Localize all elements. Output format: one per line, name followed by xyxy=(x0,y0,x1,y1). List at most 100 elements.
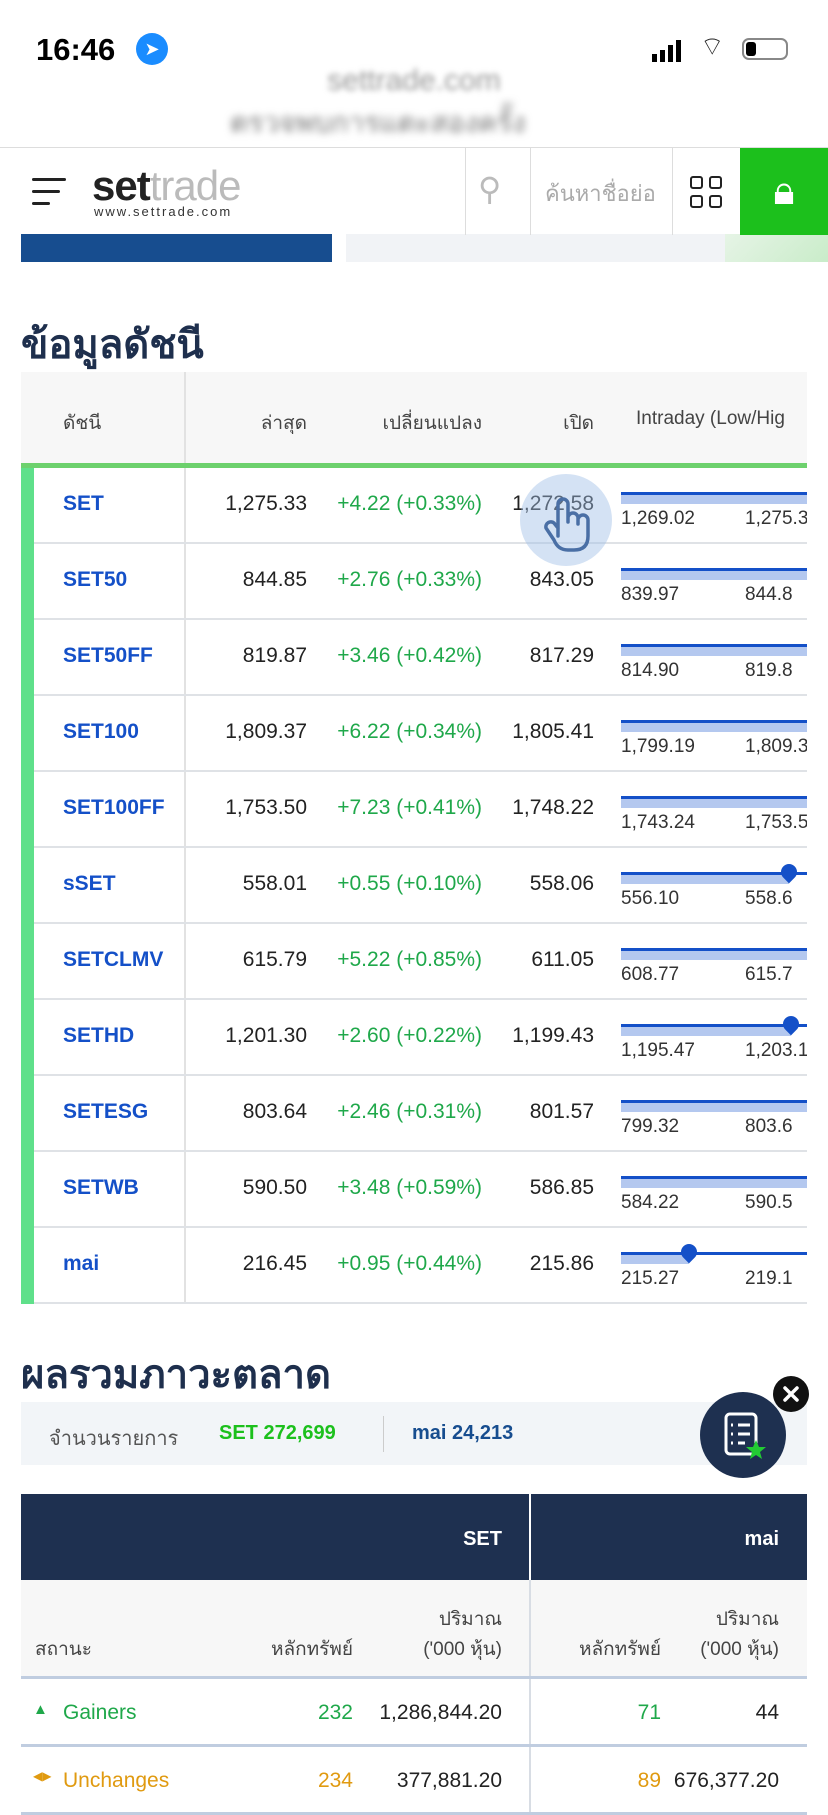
change-value: +0.95 (+0.44%) xyxy=(337,1252,482,1275)
col-mai-securities: หลักทรัพย์ xyxy=(578,1639,661,1660)
status-time: 16:46 xyxy=(36,32,116,67)
blurred-notice: ตรวจพบการแตะสองครั้ง xyxy=(230,107,526,138)
index-name-link[interactable]: SET50 xyxy=(63,568,128,591)
search-input[interactable]: ค้นหาชื่อย่อ xyxy=(545,181,656,206)
last-value: 1,275.33 xyxy=(225,492,307,515)
intraday-low: 556.10 xyxy=(621,888,680,909)
logo-url: www.settrade.com xyxy=(94,204,233,219)
battery-icon xyxy=(742,38,788,60)
change-value: +4.22 (+0.33%) xyxy=(337,492,482,515)
banner-tab[interactable] xyxy=(725,234,828,262)
intraday-high: 844.8 xyxy=(745,584,793,605)
intraday-range-bar xyxy=(621,492,807,504)
col-mai-volume: ปริมาณ xyxy=(715,1609,779,1630)
table-row[interactable]: SET100 1,809.37 +6.22 (+0.34%) 1,805.41 … xyxy=(21,696,807,772)
divider xyxy=(465,148,466,235)
wifi-icon: ⌔ xyxy=(700,31,725,61)
intraday-range-bar xyxy=(621,644,807,656)
market-section-title: ผลรวมภาวะตลาด xyxy=(21,1353,331,1397)
intraday-high: 1,275.3 xyxy=(745,508,807,529)
index-name-link[interactable]: SET xyxy=(63,492,104,515)
index-name-link[interactable]: SETESG xyxy=(63,1100,149,1123)
watchlist-button[interactable] xyxy=(700,1392,786,1478)
table-row: ◀▶ Unchanges 234 377,881.20 89 676,377.2… xyxy=(21,1747,807,1815)
summary-mai: mai 24,213 xyxy=(412,1422,514,1444)
intraday-range-bar xyxy=(621,720,807,732)
intraday-low: 215.27 xyxy=(621,1268,680,1289)
index-name-link[interactable]: mai xyxy=(63,1252,100,1275)
index-section-title: ข้อมูลดัชนี xyxy=(21,323,204,367)
mai-count: 71 xyxy=(637,1701,661,1724)
table-row[interactable]: sSET 558.01 +0.55 (+0.10%) 558.06 556.10… xyxy=(21,848,807,924)
intraday-range-bar xyxy=(621,1012,807,1036)
intraday-low: 1,269.02 xyxy=(621,508,695,529)
index-name-link[interactable]: SET100FF xyxy=(63,796,165,819)
change-value: +0.55 (+0.10%) xyxy=(337,872,482,895)
open-value: 1,272.58 xyxy=(512,492,594,515)
table-row[interactable]: SETCLMV 615.79 +5.22 (+0.85%) 611.05 608… xyxy=(21,924,807,1000)
logo[interactable]: settrade xyxy=(92,162,241,209)
lock-icon[interactable]: 🔒︎ xyxy=(740,148,828,235)
table-row[interactable]: SETESG 803.64 +2.46 (+0.31%) 801.57 799.… xyxy=(21,1076,807,1152)
open-value: 801.57 xyxy=(529,1100,594,1123)
table-row[interactable]: SETWB 590.50 +3.48 (+0.59%) 586.85 584.2… xyxy=(21,1152,807,1228)
intraday-high: 590.5 xyxy=(745,1192,793,1213)
last-value: 844.85 xyxy=(242,568,307,591)
change-value: +3.48 (+0.59%) xyxy=(337,1176,482,1199)
index-name-link[interactable]: SETCLMV xyxy=(63,948,164,971)
last-value: 803.64 xyxy=(242,1100,307,1123)
intraday-low: 799.32 xyxy=(621,1116,680,1137)
last-value: 216.45 xyxy=(242,1252,307,1275)
grid-icon[interactable] xyxy=(690,176,722,208)
table-row[interactable]: mai 216.45 +0.95 (+0.44%) 215.86 215.27 … xyxy=(21,1228,807,1304)
col-set-volume-unit: ('000 หุ้น) xyxy=(423,1639,502,1660)
index-table: ดัชนี ล่าสุด เปลี่ยนแปลง เปิด Intraday (… xyxy=(21,372,807,1304)
table-row[interactable]: SETHD 1,201.30 +2.60 (+0.22%) 1,199.43 1… xyxy=(21,1000,807,1076)
menu-icon[interactable] xyxy=(32,178,66,214)
index-name-link[interactable]: SETHD xyxy=(63,1024,135,1047)
tap-cursor-icon xyxy=(520,474,612,566)
search-icon[interactable]: ⚲ xyxy=(478,171,502,207)
index-name-link[interactable]: sSET xyxy=(63,872,116,895)
table-row[interactable]: SET 1,275.33 +4.22 (+0.33%) 1,272.58 1,2… xyxy=(21,468,807,544)
col-set-securities: หลักทรัพย์ xyxy=(270,1639,353,1660)
intraday-range-bar xyxy=(621,796,807,808)
last-value: 1,753.50 xyxy=(225,796,307,819)
summary-set: SET 272,699 xyxy=(219,1422,336,1444)
intraday-range-bar xyxy=(621,1240,807,1264)
divider xyxy=(672,148,673,235)
banner-tab[interactable] xyxy=(21,234,332,262)
intraday-high: 803.6 xyxy=(745,1116,793,1137)
table-row[interactable]: SET50 844.85 +2.76 (+0.33%) 843.05 839.9… xyxy=(21,544,807,620)
divider xyxy=(530,148,531,235)
index-name-link[interactable]: SET50FF xyxy=(63,644,153,667)
mai-count: 89 xyxy=(637,1769,661,1792)
transaction-summary: จำนวนรายการ SET 272,699 mai 24,213 xyxy=(21,1402,807,1465)
intraday-low: 1,799.19 xyxy=(621,736,695,757)
intraday-marker xyxy=(677,1240,701,1264)
status-label[interactable]: Gainers xyxy=(63,1701,137,1724)
group-mai: mai xyxy=(744,1528,779,1550)
col-last: ล่าสุด xyxy=(260,413,307,434)
change-value: +6.22 (+0.34%) xyxy=(337,720,482,743)
table-header: ดัชนี ล่าสุด เปลี่ยนแปลง เปิด Intraday (… xyxy=(21,372,807,468)
index-name-link[interactable]: SETWB xyxy=(63,1176,139,1199)
intraday-high: 819.8 xyxy=(745,660,793,681)
left-right-arrows-icon: ◀▶ xyxy=(33,1769,52,1783)
last-value: 590.50 xyxy=(242,1176,307,1199)
change-value: +2.60 (+0.22%) xyxy=(337,1024,482,1047)
status-label[interactable]: Unchanges xyxy=(63,1769,170,1792)
intraday-low: 1,743.24 xyxy=(621,812,695,833)
col-mai-volume-unit: ('000 หุ้น) xyxy=(700,1639,779,1660)
group-header: SET mai xyxy=(21,1494,807,1580)
triangle-up-icon: ▲ xyxy=(33,1701,48,1718)
table-row[interactable]: SET100FF 1,753.50 +7.23 (+0.41%) 1,748.2… xyxy=(21,772,807,848)
intraday-low: 1,195.47 xyxy=(621,1040,695,1061)
status-bar: 16:46 ➤ ⌔ settrade.com ตรวจพบการแตะสองคร… xyxy=(0,0,828,147)
intraday-range-bar xyxy=(621,948,807,960)
close-icon[interactable] xyxy=(773,1376,809,1412)
table-row[interactable]: SET50FF 819.87 +3.46 (+0.42%) 817.29 814… xyxy=(21,620,807,696)
banner-tab[interactable] xyxy=(346,234,725,262)
index-name-link[interactable]: SET100 xyxy=(63,720,139,743)
intraday-range-bar xyxy=(621,860,807,884)
